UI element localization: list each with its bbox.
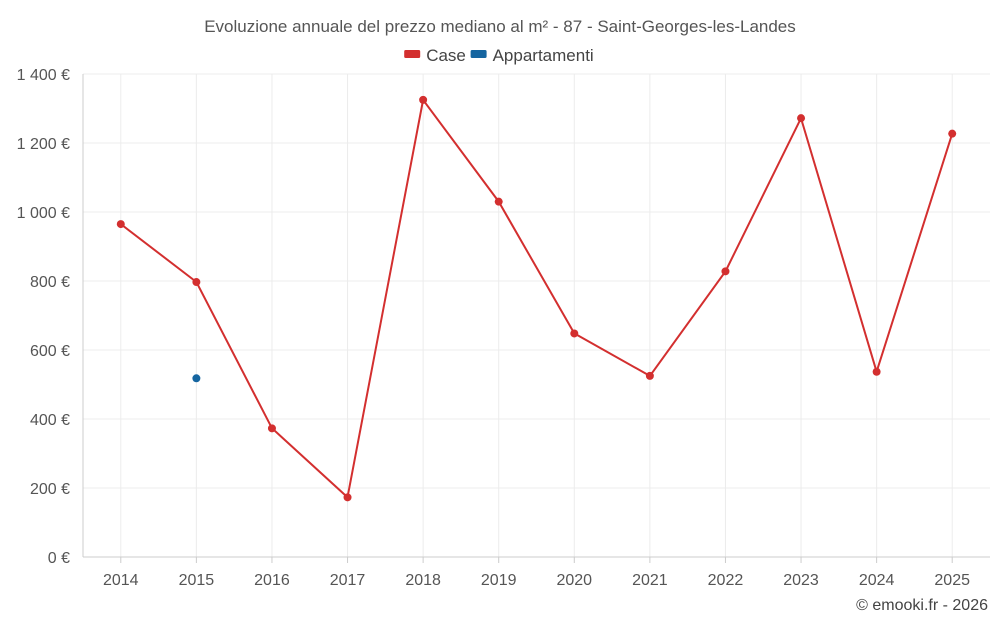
x-tick-label: 2019 [481,572,517,589]
series-line [120,97,954,500]
data-point[interactable] [872,367,881,376]
credit-text: © emooki.fr - 2026 [856,597,988,614]
data-point[interactable] [570,329,579,338]
y-tick-label: 200 € [30,481,70,498]
x-tick-label: 2014 [103,572,139,589]
legend-label: Appartamenti [493,46,594,65]
legend-item[interactable]: Case [404,46,466,65]
series-1 [192,374,201,383]
y-tick-label: 0 € [48,550,70,567]
x-tick-label: 2016 [254,572,290,589]
data-point[interactable] [192,374,201,383]
x-tick-label: 2018 [405,572,441,589]
x-tick-label: 2025 [934,572,970,589]
y-tick-label: 800 € [30,274,70,291]
series-0 [116,95,957,502]
data-point[interactable] [797,114,806,123]
series-layer [116,95,957,502]
data-point[interactable] [419,95,428,104]
data-point[interactable] [116,220,125,229]
legend-swatch [470,50,487,58]
legend-swatch [404,50,421,58]
x-tick-label: 2020 [556,572,592,589]
data-point[interactable] [192,278,201,287]
data-point[interactable] [948,129,957,138]
x-tick-label: 2021 [632,572,668,589]
x-tick-label: 2023 [783,572,819,589]
y-tick-label: 600 € [30,343,70,360]
y-tick-label: 1 400 € [17,67,70,84]
data-point[interactable] [267,424,276,433]
legend-label: Case [426,46,466,65]
data-point[interactable] [494,197,503,206]
y-tick-label: 1 200 € [17,136,70,153]
data-point[interactable] [343,493,352,502]
x-tick-label: 2022 [708,572,744,589]
data-point[interactable] [645,371,654,380]
x-tick-label: 2017 [330,572,366,589]
legend-item[interactable]: Appartamenti [470,46,594,65]
x-tick-label: 2015 [179,572,215,589]
grid-layer [83,73,990,557]
data-point[interactable] [721,267,730,276]
y-tick-label: 400 € [30,412,70,429]
x-tick-label: 2024 [859,572,895,589]
legend[interactable]: Case Appartamenti [404,46,594,65]
chart-title: Evoluzione annuale del prezzo mediano al… [204,17,796,36]
axis-layer: 0 € 200 € 400 € 600 € 800 € 1 000 € 1 200 € 1 4… [17,67,990,589]
y-tick-label: 1 000 € [17,205,70,222]
